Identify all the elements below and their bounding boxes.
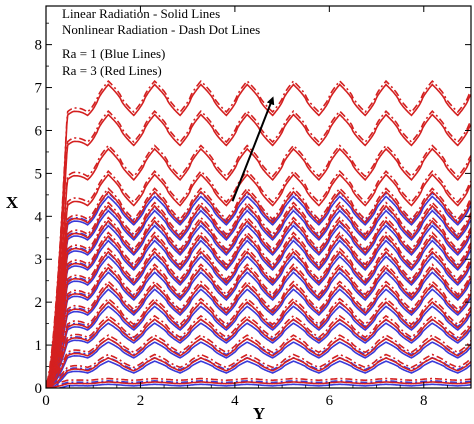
- blue-solid-line-0: [56, 383, 471, 388]
- y-axis-title: X: [6, 193, 19, 212]
- legend-line-0: Linear Radiation - Solid Lines: [62, 6, 220, 21]
- red-solid-line-2: [46, 337, 471, 388]
- red-dashdot-line-7: [46, 247, 471, 385]
- blue-solid-line-5: [47, 288, 471, 388]
- blue-solid-line-3: [47, 322, 471, 388]
- blue-solid-line-1: [50, 360, 471, 388]
- y-tick-label: 8: [35, 38, 43, 54]
- blue-dashdot-line-0: [46, 379, 471, 388]
- red-solid-line-1: [46, 357, 471, 388]
- red-solid-line-13: [46, 147, 471, 387]
- y-tick-label: 6: [35, 123, 43, 139]
- red-dashdot-line-1: [46, 353, 471, 386]
- red-dashdot-line-12: [46, 169, 471, 384]
- trend-arrow: [231, 96, 275, 202]
- red-solid-line-11: [46, 190, 471, 388]
- x-tick-label: 0: [42, 393, 50, 409]
- x-axis-title: Y: [253, 404, 265, 423]
- red-solid-line-6: [46, 266, 471, 388]
- red-dashdot-line-9: [46, 216, 471, 384]
- blue-solid-line-11: [46, 195, 471, 388]
- red-solid-line-5: [46, 283, 471, 388]
- red-dashdot-line-15: [46, 79, 471, 383]
- blue-solid-line-10: [46, 209, 471, 388]
- red-dashdot-line-8: [46, 231, 471, 385]
- red-solid-line-9: [46, 219, 471, 388]
- blue-solid-line-7: [46, 255, 471, 388]
- red-dashdot-line-6: [46, 263, 471, 385]
- blue-solid-line-6: [47, 271, 471, 388]
- y-tick-label: 3: [35, 252, 43, 268]
- x-tick-label: 6: [326, 393, 334, 409]
- red-dashdot-line-0: [46, 377, 471, 386]
- red-solid-line-8: [46, 234, 471, 388]
- red-dashdot-line-11: [46, 187, 471, 384]
- red-solid-line-15: [46, 83, 471, 387]
- y-tick-label: 0: [35, 381, 43, 397]
- blue-solid-line-8: [46, 239, 471, 388]
- blue-dashdot-line-4: [46, 301, 471, 387]
- tick-marks: 0 2 4 6 8 0 1 2 3 4 5 6 7 8: [35, 6, 471, 409]
- y-tick-label: 4: [35, 209, 43, 225]
- red-dashdot-line-13: [46, 144, 471, 384]
- legend-line-3: Ra = 3 (Red Lines): [62, 63, 162, 78]
- arrow-line: [231, 96, 275, 202]
- red-solid-line-0: [46, 381, 471, 388]
- red-dashdot-line-5: [46, 280, 471, 385]
- red-dashdot-line-10: [46, 201, 471, 384]
- blue-solid-line-9: [46, 224, 471, 388]
- x-tick-label: 8: [420, 393, 428, 409]
- red-solid-line-10: [46, 204, 471, 388]
- red-dashdot-line-14: [46, 110, 471, 384]
- x-tick-label: 2: [137, 393, 145, 409]
- red-solid-line-7: [46, 250, 471, 388]
- red-dashdot-line-2: [46, 334, 471, 386]
- y-tick-label: 7: [35, 81, 43, 97]
- red-solid-line-4: [46, 301, 471, 388]
- red-dashdot-line-4: [46, 297, 471, 385]
- legend-line-1: Nonlinear Radiation - Dash Dot Lines: [62, 22, 260, 37]
- y-tick-label: 2: [35, 295, 43, 311]
- blue-solid-line-4: [47, 305, 471, 388]
- contour-curves: [46, 79, 471, 388]
- y-tick-label: 1: [35, 338, 43, 354]
- x-tick-label: 4: [231, 393, 239, 409]
- red-solid-line-3: [46, 318, 471, 388]
- red-solid-line-14: [46, 113, 471, 387]
- legend: Linear Radiation - Solid LinesNonlinear …: [62, 6, 260, 78]
- y-tick-label: 5: [35, 166, 43, 182]
- legend-line-2: Ra = 1 (Blue Lines): [62, 46, 165, 61]
- blue-solid-line-2: [48, 341, 471, 388]
- red-solid-line-12: [46, 173, 471, 387]
